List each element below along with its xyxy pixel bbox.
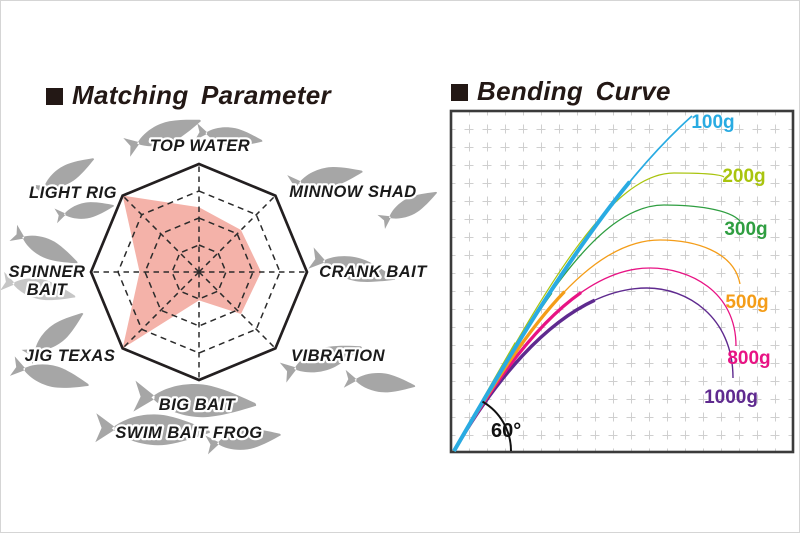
crank-bait-lure-icon (308, 247, 395, 282)
radar-ring (171, 244, 227, 300)
bending-curve-500g (452, 238, 742, 452)
left-title-text: Matching Parameter (72, 80, 331, 110)
bending-curve-800g (452, 266, 738, 452)
radar-axis-label: JIG TEXAS (25, 347, 116, 365)
shad-lure-icon (377, 191, 438, 229)
frog-lure-icon (205, 429, 281, 455)
topwater-popper-lure-icon (194, 123, 263, 146)
title-bullet-square-icon (46, 88, 63, 105)
vibration-lure-2-icon (343, 369, 416, 393)
drop-shot-rig-lure-icon (54, 202, 114, 224)
radar-ring (144, 217, 254, 327)
radar-axis-label: BIG BAIT (159, 396, 237, 414)
vibration-lure-icon (279, 345, 362, 383)
bending-grid (451, 111, 793, 452)
radar-spoke (198, 271, 276, 349)
radar-value-area (122, 195, 262, 349)
big-bait-lure-icon (133, 380, 257, 418)
jig-lure-icon (21, 313, 84, 365)
curve-weight-label-100g: 100g (691, 112, 734, 133)
spinner-bait-lure-icon (9, 224, 78, 264)
matching-parameter-radar: TOP WATER MINNOW SHAD CRANK BAIT VIBRATION B… (1, 119, 438, 455)
curve-weight-label-1000g: 1000g (704, 387, 758, 408)
radar-spoke (198, 195, 276, 273)
curve-weight-label-200g: 200g (722, 166, 765, 187)
radar-axis-label: MINNOW SHAD (289, 183, 416, 201)
radar-axis-label: SPINNER BAIT (9, 263, 86, 299)
swim-bait-lure-icon (95, 413, 210, 446)
bending-plot-border (449, 109, 795, 454)
radar-outer-octagon (89, 162, 309, 382)
bending-curve-100g (452, 114, 694, 452)
topwater-pencil-lure-icon (123, 119, 201, 157)
curve-weight-label-800g: 800g (727, 348, 770, 369)
light-rig-worm-lure-icon (31, 158, 95, 200)
radar-axis-label: CRANK BAIT (319, 263, 428, 281)
start-angle-label: 60° (491, 420, 521, 442)
bending-curve-chart: 100g 200g 300g 500g 800g 1000g 60° (449, 109, 795, 454)
spinner-bait-skirt-icon (1, 271, 76, 301)
radar-axis-label: LIGHT RIG (29, 184, 117, 202)
radar-axis-label: TOP WATER (150, 137, 250, 155)
title-bullet-square-icon (451, 84, 468, 101)
radar-ring (117, 190, 281, 354)
radar-spoke (122, 271, 200, 349)
radar-axis-label: VIBRATION (291, 347, 386, 365)
radar-axis-label: SWIM BAIT FROG (115, 424, 262, 442)
minnow-lure-icon (287, 166, 363, 194)
bending-curve-1000g (452, 286, 735, 452)
bending-curve-title: Bending Curve (451, 76, 671, 107)
right-title-text: Bending Curve (477, 76, 671, 106)
texas-craw-lure-icon (9, 356, 89, 388)
matching-parameter-title: Matching Parameter (46, 80, 331, 111)
start-angle-arc (481, 400, 513, 452)
curve-weight-label-300g: 300g (724, 219, 767, 240)
curve-weight-label-500g: 500g (725, 292, 768, 313)
